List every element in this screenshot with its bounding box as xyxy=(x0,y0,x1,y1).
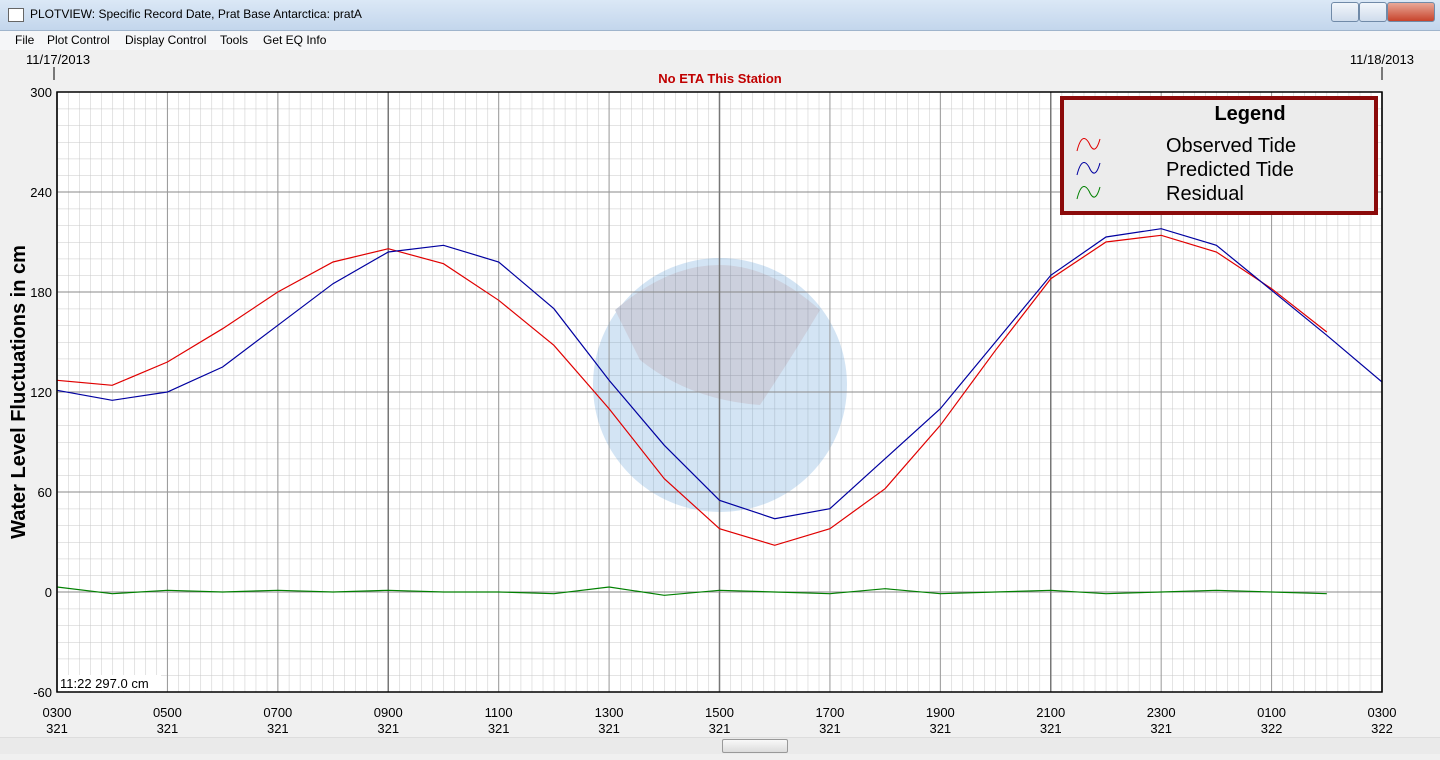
x-tick-label: 0300 xyxy=(1368,705,1397,720)
menu-item[interactable]: Display Control xyxy=(125,33,207,47)
scroll-thumb[interactable] xyxy=(722,739,788,753)
y-tick-label: 0 xyxy=(45,585,52,600)
legend-box xyxy=(1060,96,1378,215)
scrollbar[interactable] xyxy=(0,737,1440,754)
y-tick-label: 300 xyxy=(30,85,52,100)
x-tick-day: 321 xyxy=(598,721,620,736)
x-tick-label: 0500 xyxy=(153,705,182,720)
readout-bg xyxy=(58,675,161,691)
x-tick-day: 321 xyxy=(709,721,731,736)
y-tick-label: 240 xyxy=(30,185,52,200)
menu-item[interactable]: Plot Control xyxy=(47,33,110,47)
x-tick-day: 321 xyxy=(819,721,841,736)
x-tick-label: 1700 xyxy=(815,705,844,720)
chart: 11/17/2013 11/18/2013 No ETA This Statio… xyxy=(8,52,1414,736)
legend-label: Residual xyxy=(1166,183,1244,205)
end-date: 11/18/2013 xyxy=(1350,52,1414,67)
x-tick-day: 322 xyxy=(1261,721,1283,736)
close-button[interactable] xyxy=(1387,2,1435,22)
x-tick-label: 0900 xyxy=(374,705,403,720)
x-tick-day: 321 xyxy=(1150,721,1172,736)
legend-label: Observed Tide xyxy=(1166,135,1296,157)
series-line xyxy=(56,228,1383,520)
start-date: 11/17/2013 xyxy=(26,52,90,67)
x-tick-day: 321 xyxy=(1040,721,1062,736)
legend-icon xyxy=(1076,186,1101,200)
maximize-button[interactable] xyxy=(1359,2,1387,22)
x-tick-day: 321 xyxy=(157,721,179,736)
x-tick-label: 1300 xyxy=(595,705,624,720)
series-line xyxy=(56,586,1327,596)
x-tick-label: 1500 xyxy=(705,705,734,720)
x-tick-label: 0700 xyxy=(263,705,292,720)
plot-frame xyxy=(56,91,1383,693)
minimize-button[interactable] xyxy=(1331,2,1359,22)
y-tick-label: -60 xyxy=(33,685,52,700)
menu-item[interactable]: File xyxy=(15,33,35,47)
x-tick-label: 0100 xyxy=(1257,705,1286,720)
readout: 11:22 297.0 cm xyxy=(60,676,149,691)
legend-icon xyxy=(1076,138,1101,152)
menu-bar: File Plot Control Display Control Tools … xyxy=(0,31,1440,50)
y-tick-label: 60 xyxy=(38,485,52,500)
menu-item[interactable]: Tools xyxy=(220,33,249,47)
menu-item[interactable]: Get EQ Info xyxy=(263,33,327,47)
legend-label: Predicted Tide xyxy=(1166,159,1294,181)
x-tick-day: 322 xyxy=(1371,721,1393,736)
x-tick-day: 321 xyxy=(929,721,951,736)
x-tick-day: 321 xyxy=(488,721,510,736)
y-axis-label: Water Level Fluctuations in cm xyxy=(8,245,30,539)
legend-icon xyxy=(1076,162,1101,176)
title-bar: PLOTVIEW: Specific Record Date, Prat Bas… xyxy=(0,0,1440,31)
y-tick-label: 120 xyxy=(30,385,52,400)
x-tick-label: 1900 xyxy=(926,705,955,720)
window-title: PLOTVIEW: Specific Record Date, Prat Bas… xyxy=(30,7,362,21)
app-icon xyxy=(8,8,24,22)
series-line xyxy=(56,234,1328,546)
x-tick-day: 321 xyxy=(377,721,399,736)
y-tick-label: 180 xyxy=(30,285,52,300)
x-tick-day: 321 xyxy=(46,721,68,736)
x-tick-label: 0300 xyxy=(43,705,72,720)
legend-title: Legend xyxy=(1214,103,1285,125)
x-tick-day: 321 xyxy=(267,721,289,736)
chart-title: No ETA This Station xyxy=(658,71,782,86)
x-tick-label: 2300 xyxy=(1147,705,1176,720)
x-tick-label: 1100 xyxy=(485,705,513,720)
x-tick-label: 2100 xyxy=(1036,705,1065,720)
